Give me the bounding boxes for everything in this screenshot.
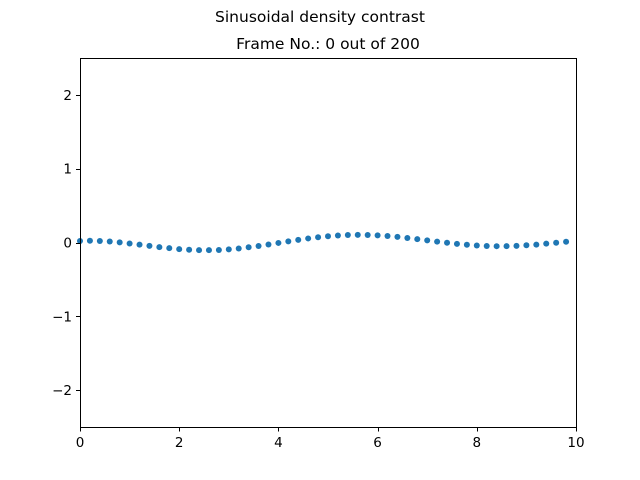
data-point	[126, 240, 133, 247]
data-point	[334, 232, 341, 239]
y-tick-label: −1	[52, 309, 72, 325]
scatter-markers	[77, 231, 570, 254]
data-point	[116, 239, 123, 246]
data-point	[483, 242, 490, 249]
data-point	[265, 241, 272, 248]
data-point	[285, 238, 292, 245]
data-point	[414, 236, 421, 243]
data-point	[404, 235, 411, 241]
y-tick-label: 2	[63, 88, 72, 104]
y-tick-label: 1	[63, 162, 72, 178]
data-point	[196, 247, 203, 254]
x-axis: 0 2 4 6 8 10	[76, 427, 585, 451]
data-point	[513, 242, 520, 249]
data-point	[166, 245, 173, 252]
data-point	[374, 232, 381, 239]
data-point	[96, 237, 103, 244]
data-point	[315, 234, 322, 241]
axes-title: Frame No.: 0 out of 200	[236, 35, 420, 53]
data-point	[255, 242, 262, 249]
x-tick-label: 6	[373, 435, 382, 451]
data-point	[424, 237, 431, 244]
data-point	[295, 236, 302, 243]
data-point	[563, 238, 570, 245]
data-point	[533, 241, 540, 248]
data-point	[354, 231, 361, 238]
data-point	[434, 238, 441, 245]
data-point	[235, 245, 242, 252]
data-point	[305, 235, 312, 242]
figure-suptitle: Sinusoidal density contrast	[215, 8, 425, 26]
data-point	[503, 243, 510, 250]
data-point	[146, 242, 153, 249]
data-point	[176, 246, 183, 253]
data-point	[245, 244, 252, 251]
y-tick-label: 0	[63, 236, 72, 252]
data-point	[444, 239, 451, 246]
data-point	[215, 246, 222, 253]
x-tick-label: 10	[567, 435, 584, 451]
data-point	[275, 239, 282, 246]
data-point	[86, 237, 93, 244]
data-point	[473, 242, 480, 249]
data-point	[106, 238, 113, 245]
data-point	[493, 243, 500, 250]
data-point	[205, 247, 212, 254]
x-tick-label: 4	[274, 435, 283, 451]
data-point	[453, 240, 460, 247]
data-point	[553, 239, 560, 246]
data-point	[384, 233, 391, 240]
y-tick-label: −2	[52, 383, 72, 399]
x-tick-label: 0	[76, 435, 85, 451]
data-point	[225, 246, 232, 253]
data-point	[156, 244, 163, 251]
data-point	[523, 242, 530, 249]
axes-frame	[80, 58, 577, 428]
data-point	[344, 232, 351, 239]
plot-area: 0 2 4 6 8 10 −2 −1 0 1 2	[52, 58, 585, 451]
x-tick-label: 8	[473, 435, 482, 451]
data-point	[463, 241, 470, 248]
data-point	[325, 233, 331, 240]
data-point	[543, 240, 550, 247]
data-point	[186, 246, 193, 253]
x-tick-label: 2	[175, 435, 184, 451]
data-point	[364, 231, 371, 238]
data-point	[136, 241, 143, 248]
data-point	[394, 233, 401, 240]
y-axis: −2 −1 0 1 2	[52, 88, 81, 399]
